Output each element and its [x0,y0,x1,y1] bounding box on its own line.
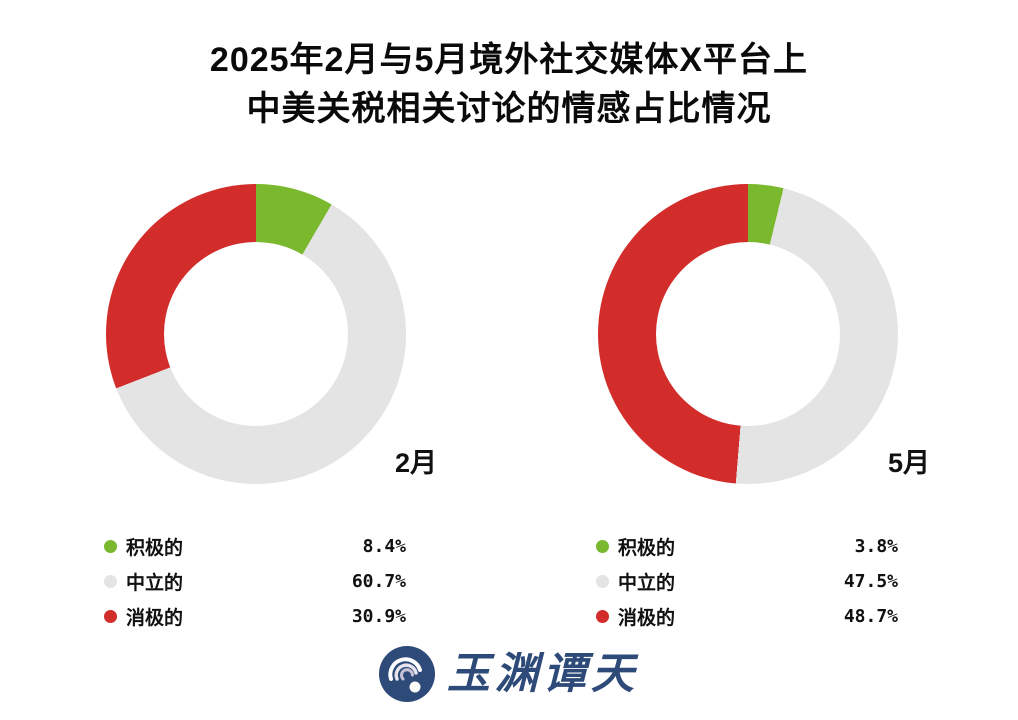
legend-row-neutral: 中立的 47.5% [596,564,898,599]
legend-row-neutral: 中立的 60.7% [104,564,406,599]
legend-value: 47.5% [843,571,898,592]
donut-hole [656,242,840,426]
chart-title-line2: 中美关税相关讨论的情感占比情况 [246,90,772,128]
watermark-brand-text: 玉渊谭天 [447,649,639,699]
legend-label: 积极的 [618,538,676,559]
positive-dot-icon [104,540,117,553]
legend-february: 积极的 8.4% 中立的 60.7% 消极的 30.9% [104,529,406,634]
legend-value: 60.7% [351,571,406,592]
month-label-february: 2月 [395,448,438,478]
month-label-may: 5月 [888,448,931,478]
chart-title-line1: 2025年2月与5月境外社交媒体X平台上 [209,41,809,79]
legend-row-positive: 积极的 3.8% [596,529,898,564]
legend-label: 中立的 [126,573,184,594]
positive-dot-icon [596,540,609,553]
legend-value: 3.8% [854,536,898,557]
donut-hole [164,242,348,426]
yuyuan-tantian-logo-icon [379,646,435,702]
negative-dot-icon [596,610,609,623]
legend-value: 8.4% [362,536,406,557]
neutral-dot-icon [596,575,609,588]
legend-row-positive: 积极的 8.4% [104,529,406,564]
legend-label: 积极的 [126,538,184,559]
neutral-dot-icon [104,575,117,588]
chart-title: 2025年2月与5月境外社交媒体X平台上 中美关税相关讨论的情感占比情况 [0,36,1018,134]
legend-value: 48.7% [843,606,898,627]
negative-dot-icon [104,610,117,623]
donut-chart-may [598,184,898,484]
legend-row-negative: 消极的 30.9% [104,599,406,634]
legend-label: 中立的 [618,573,676,594]
legend-may: 积极的 3.8% 中立的 47.5% 消极的 48.7% [596,529,898,634]
legend-value: 30.9% [351,606,406,627]
donut-chart-february [106,184,406,484]
legend-label: 消极的 [618,608,676,629]
legend-label: 消极的 [126,608,184,629]
legend-row-negative: 消极的 48.7% [596,599,898,634]
watermark-brand: 玉渊谭天 [0,646,1018,702]
